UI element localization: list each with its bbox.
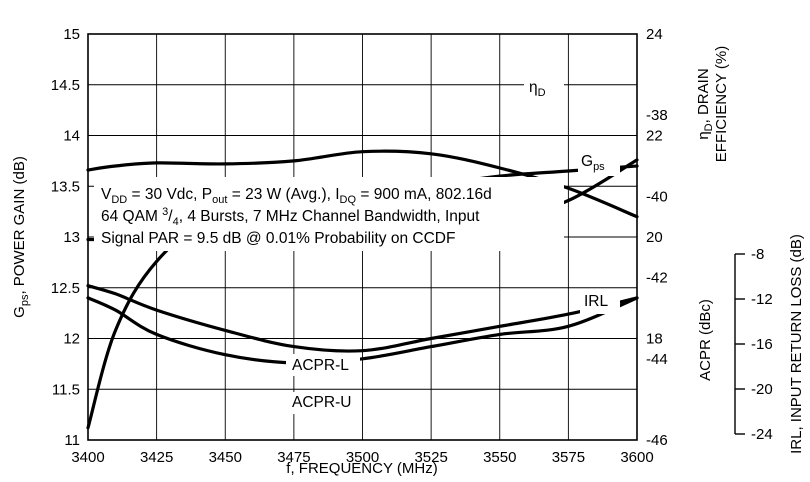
eta-axis-title-line1: ηD, DRAIN [695, 68, 715, 139]
irl-tick-label-1: -12 [751, 291, 773, 308]
eta-label-bg [524, 72, 564, 102]
acprl-label-bg [286, 354, 360, 376]
series-label-gps: Gps [581, 153, 605, 173]
left-tick-label-8: 15 [63, 26, 80, 43]
left-tick-label-6: 14 [63, 128, 80, 145]
eta-axis-title-line2: EFFICIENCY (%) [713, 46, 730, 162]
conditions-box [94, 177, 564, 251]
series-label-eta: ηD [529, 79, 546, 99]
x-tick-label-5: 3525 [414, 449, 447, 466]
eff-tick-label-0: 18 [646, 331, 663, 348]
series-label-acpr-l: ACPR-L [292, 357, 349, 374]
acpr-axis-title: ACPR (dBc) [697, 299, 714, 381]
series-label-irl: IRL [584, 293, 609, 310]
x-tick-label-6: 3550 [483, 449, 516, 466]
acpr-tick-label-0: -46 [646, 432, 668, 449]
x-tick-label-0: 3400 [71, 449, 104, 466]
conditions-line-3: Signal PAR = 9.5 dB @ 0.01% Probability … [101, 230, 455, 247]
left-tick-label-5: 13.5 [51, 178, 80, 195]
irl-tick-label-2: -16 [751, 336, 773, 353]
plot-frame [87, 33, 638, 441]
acpr-tick-label-2: -42 [646, 270, 668, 287]
eff-tick-label-1: 20 [646, 229, 663, 246]
conditions-line-2: 64 QAM 3/4, 4 Bursts, 7 MHz Channel Band… [101, 206, 480, 228]
left-tick-label-4: 13 [63, 229, 80, 246]
acpr-tick-label-1: -44 [646, 351, 668, 368]
irl-axis: -8 -12 -16 -20 -24 [734, 246, 773, 443]
irl-tick-label-0: -8 [751, 246, 764, 263]
x-axis-title: f, FREQUENCY (MHz) [286, 460, 437, 477]
x-tick-label-4: 3500 [346, 449, 379, 466]
series-line-acpr-l [86, 284, 639, 353]
left-tick-label-2: 12 [63, 331, 80, 348]
x-tick-label-2: 3450 [209, 449, 242, 466]
irl-axis-title: IRL, INPUT RETURN LOSS (dB) [788, 234, 805, 454]
left-tick-label-7: 14.5 [51, 77, 80, 94]
conditions-line-1: VDD = 30 Vdc, Pout = 23 W (Avg.), IDQ = … [101, 186, 492, 206]
x-tick-label-3: 3475 [277, 449, 310, 466]
irl-label-bg [580, 290, 620, 314]
x-tick-label-7: 3575 [552, 449, 585, 466]
eff-tick-label-3: 24 [646, 26, 663, 43]
gps-label-bg [578, 150, 620, 176]
left-tick-label-1: 11.5 [52, 381, 80, 398]
acpru-label-bg [286, 392, 360, 414]
acpr-tick-label-3: -40 [646, 188, 668, 205]
irl-tick-label-4: -24 [751, 426, 773, 443]
x-tick-label-1: 3425 [140, 449, 173, 466]
right-axis-ticks: 18 20 22 24 -46 -44 -42 -40 -38 [646, 26, 668, 449]
series-label-acpr-u: ACPR-U [292, 394, 351, 411]
eff-tick-label-2: 22 [646, 128, 663, 145]
x-tick-label-8: 3600 [620, 449, 653, 466]
irl-tick-label-3: -20 [751, 381, 773, 398]
x-axis-ticks: 3400 3425 3450 3475 3500 3525 3550 3575 3600 [71, 449, 653, 466]
left-axis-title: Gps, POWER GAIN (dB) [11, 156, 31, 318]
left-tick-label-0: 11 [64, 432, 80, 449]
left-tick-label-3: 12.5 [51, 280, 80, 297]
acpr-tick-label-4: -38 [646, 107, 668, 124]
left-axis-ticks: 11 11.5 12 12.5 13 13.5 14 14.5 15 [51, 26, 80, 449]
